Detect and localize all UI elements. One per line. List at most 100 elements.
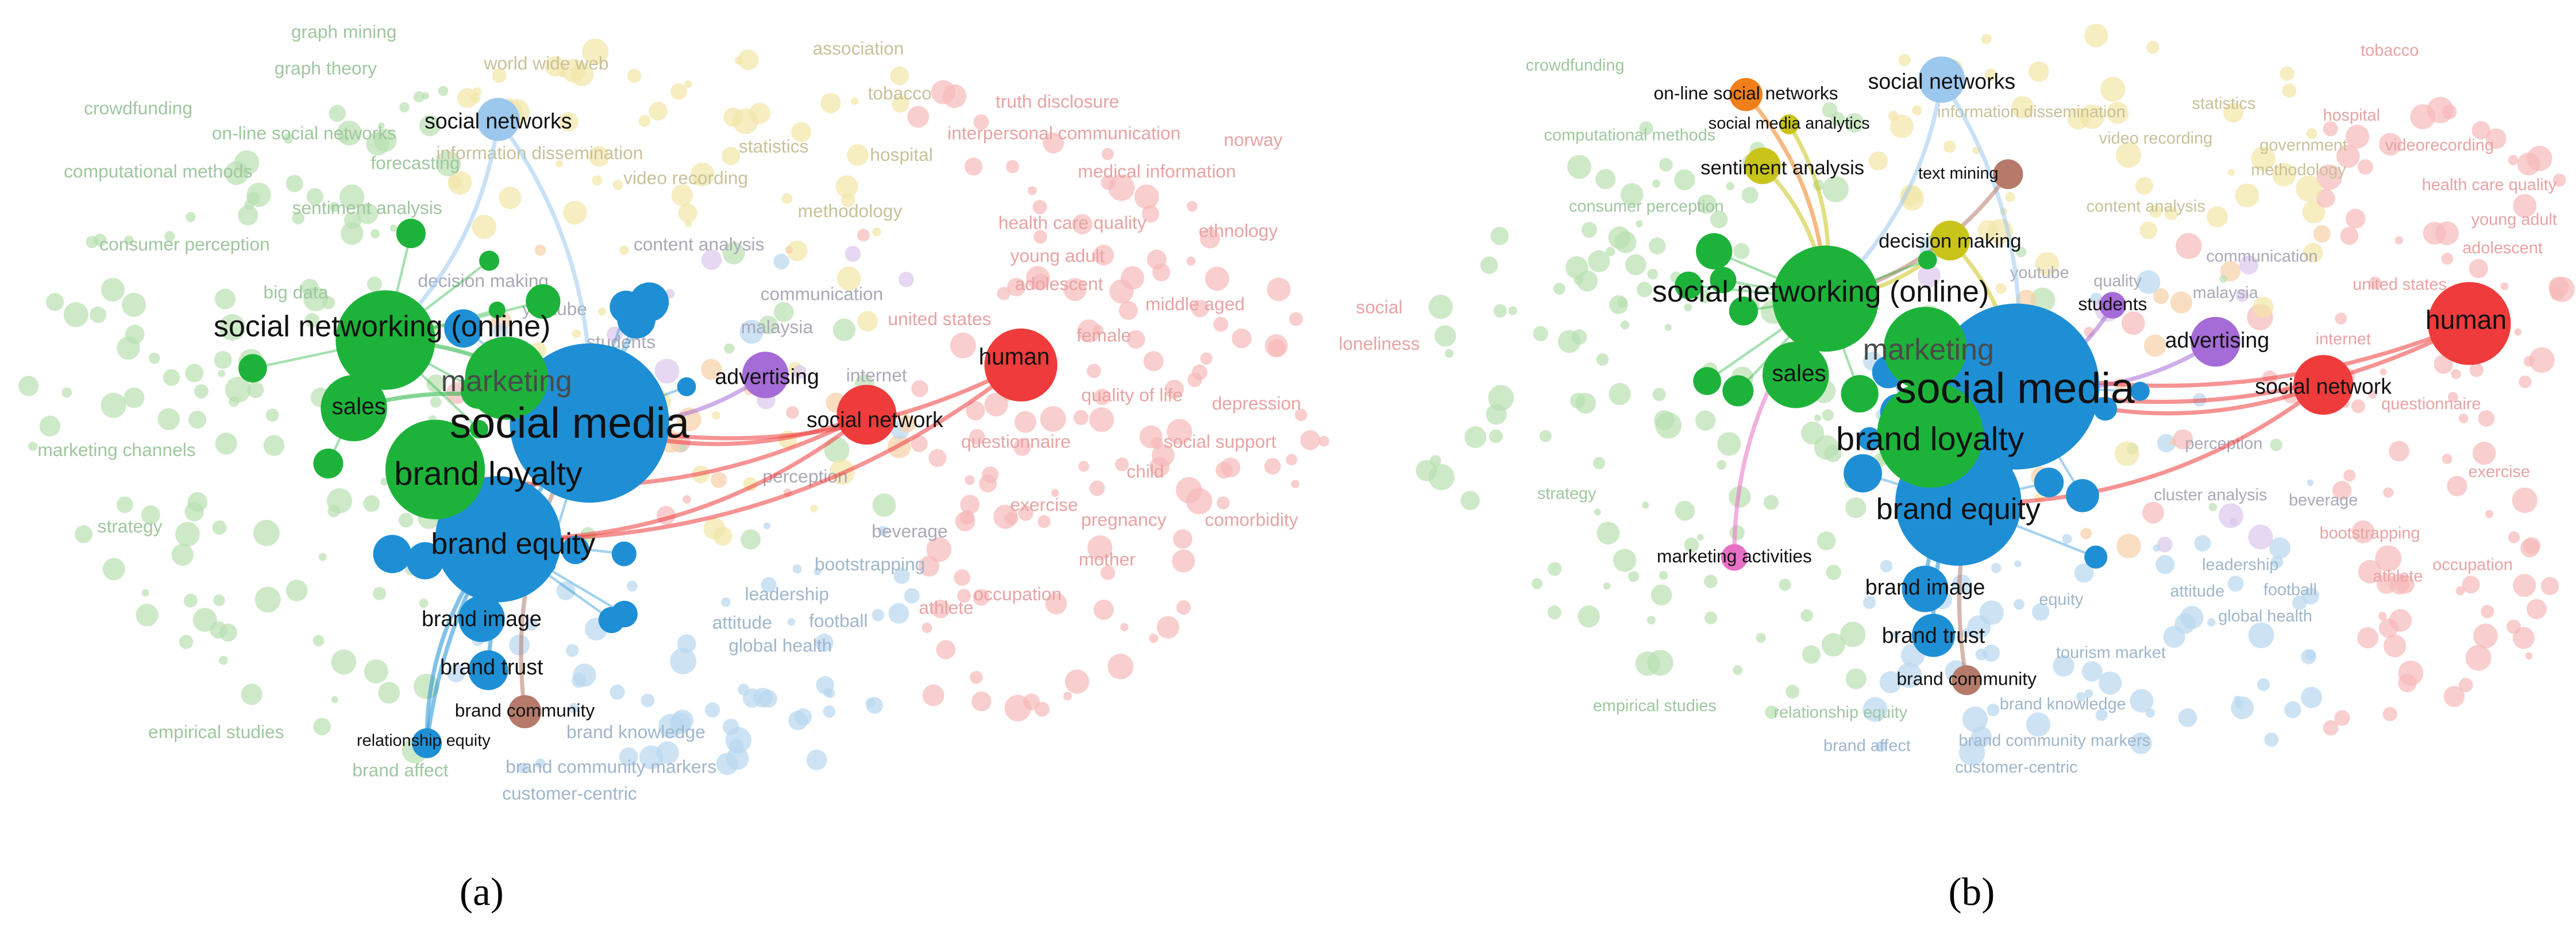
background-node xyxy=(2383,487,2394,498)
background-node xyxy=(363,495,380,512)
background-node xyxy=(753,688,773,708)
node xyxy=(1857,427,1881,450)
background-node xyxy=(641,693,655,708)
background-term: adolescent xyxy=(2462,239,2543,257)
background-node xyxy=(1596,353,1609,366)
node xyxy=(476,98,520,141)
background-node xyxy=(2026,712,2051,737)
background-node xyxy=(373,129,397,152)
background-term: graph theory xyxy=(275,58,377,79)
background-node xyxy=(2512,627,2535,649)
background-term: united states xyxy=(888,308,991,329)
background-node xyxy=(1486,404,1507,425)
background-node xyxy=(1176,600,1191,615)
background-node xyxy=(1149,634,1159,643)
background-node xyxy=(1862,596,1876,609)
background-node xyxy=(1200,352,1213,365)
background-node xyxy=(2074,563,2094,583)
background-node xyxy=(1649,237,1666,254)
node xyxy=(526,284,561,319)
background-node xyxy=(1493,304,1507,318)
background-term: brand knowledge xyxy=(2000,695,2126,713)
background-node xyxy=(121,292,146,317)
background-term: crowdfunding xyxy=(1526,56,1625,75)
background-node xyxy=(18,376,39,396)
background-node xyxy=(1802,645,1821,664)
node-label: social networking (online) xyxy=(214,310,550,344)
background-node xyxy=(960,495,980,515)
panel-caption: (a) xyxy=(460,869,504,913)
background-node xyxy=(597,307,606,316)
background-node xyxy=(2512,487,2538,514)
background-node xyxy=(435,150,461,176)
background-node xyxy=(306,188,323,205)
background-term: internet xyxy=(846,365,907,385)
background-term: information dissemination xyxy=(1937,103,2125,121)
background-node xyxy=(175,522,200,547)
background-node xyxy=(2345,209,2366,229)
background-node xyxy=(1952,574,1972,595)
background-node xyxy=(670,83,687,100)
background-term: internet xyxy=(2316,330,2371,349)
background-node xyxy=(2525,652,2533,660)
background-term: sentiment analysis xyxy=(292,197,442,218)
background-term: young adult xyxy=(2471,211,2557,229)
background-node xyxy=(911,380,928,397)
background-node xyxy=(739,319,764,344)
background-node xyxy=(678,203,697,223)
background-node xyxy=(2529,347,2555,373)
background-node xyxy=(2296,175,2322,202)
background-node xyxy=(2030,287,2056,312)
background-node xyxy=(329,105,346,122)
background-node xyxy=(2427,97,2454,123)
background-term: brand knowledge xyxy=(566,721,705,742)
background-term: questionnaire xyxy=(2381,395,2481,413)
background-node xyxy=(1032,273,1049,291)
background-node xyxy=(2107,102,2129,124)
background-node xyxy=(936,640,956,659)
node xyxy=(1744,148,1781,184)
background-term: occupation xyxy=(973,584,1062,604)
background-node xyxy=(973,114,989,130)
background-node xyxy=(1533,326,1548,342)
background-node xyxy=(1675,500,1695,521)
background-node xyxy=(2248,622,2274,649)
node-label: brand trust xyxy=(1882,623,1985,647)
node-label: social networks xyxy=(1868,69,2016,93)
background-node xyxy=(2062,534,2072,544)
background-node xyxy=(2084,689,2093,698)
node xyxy=(2099,292,2126,319)
node xyxy=(1918,250,1937,269)
background-node xyxy=(2035,252,2060,276)
background-node xyxy=(1617,297,1628,308)
background-node xyxy=(844,246,861,262)
background-node xyxy=(2303,242,2323,263)
node-label: marketing activities xyxy=(1657,546,1812,566)
background-node xyxy=(2178,708,2197,727)
background-node xyxy=(163,369,180,386)
background-node xyxy=(571,673,587,688)
background-node xyxy=(1800,609,1813,622)
node-label: marketing xyxy=(441,365,572,398)
background-node xyxy=(1300,430,1321,450)
background-node xyxy=(1733,665,1743,676)
background-node xyxy=(1109,279,1134,304)
background-node xyxy=(2164,206,2178,221)
background-node xyxy=(2031,603,2050,621)
background-node xyxy=(331,649,357,675)
background-node xyxy=(1654,410,1675,430)
background-node xyxy=(1628,571,1640,582)
node-label: social network xyxy=(807,407,943,431)
background-node xyxy=(2500,282,2509,291)
background-node xyxy=(2146,41,2159,54)
background-node xyxy=(692,177,700,185)
background-node xyxy=(2508,155,2519,165)
background-term: athlete xyxy=(919,597,973,617)
background-node xyxy=(712,411,721,420)
background-node xyxy=(246,182,271,207)
background-node xyxy=(1642,501,1649,509)
background-node xyxy=(2236,289,2249,302)
background-node xyxy=(1286,454,1298,466)
background-node xyxy=(2451,369,2461,379)
background-node xyxy=(1134,184,1159,210)
